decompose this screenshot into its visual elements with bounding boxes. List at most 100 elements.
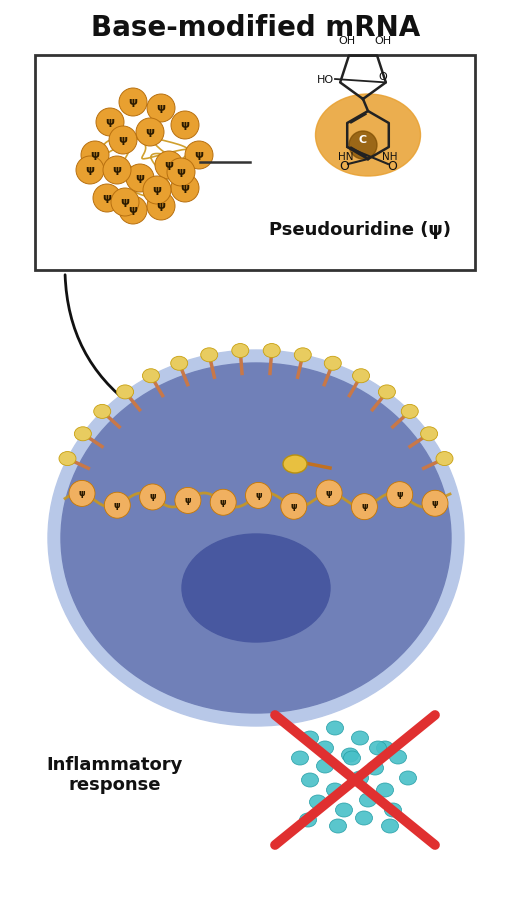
Ellipse shape	[294, 348, 311, 362]
Ellipse shape	[315, 94, 420, 176]
Ellipse shape	[385, 803, 401, 817]
Ellipse shape	[359, 793, 376, 807]
Ellipse shape	[94, 405, 111, 418]
Circle shape	[422, 491, 448, 516]
Ellipse shape	[376, 783, 394, 797]
Text: ψ: ψ	[432, 499, 438, 508]
Ellipse shape	[170, 357, 188, 370]
Ellipse shape	[316, 759, 333, 773]
Circle shape	[81, 141, 109, 169]
Circle shape	[316, 480, 342, 506]
Text: NH: NH	[382, 152, 398, 162]
Text: Base-modified mRNA: Base-modified mRNA	[91, 14, 421, 42]
Circle shape	[103, 156, 131, 184]
Circle shape	[147, 94, 175, 122]
Text: ψ: ψ	[181, 120, 189, 130]
Ellipse shape	[327, 783, 344, 797]
Text: Pseudouridine (ψ): Pseudouridine (ψ)	[269, 221, 451, 239]
Ellipse shape	[61, 363, 451, 713]
Circle shape	[93, 184, 121, 212]
Text: ψ: ψ	[91, 150, 99, 160]
Ellipse shape	[201, 348, 218, 362]
Ellipse shape	[401, 405, 418, 418]
Ellipse shape	[283, 455, 307, 473]
Circle shape	[155, 151, 183, 179]
Ellipse shape	[390, 750, 407, 764]
Circle shape	[175, 488, 201, 513]
Ellipse shape	[436, 452, 453, 465]
Circle shape	[387, 481, 413, 508]
Text: ψ: ψ	[102, 193, 112, 203]
Text: ψ: ψ	[290, 501, 297, 510]
Text: ψ: ψ	[150, 492, 156, 501]
Circle shape	[147, 192, 175, 220]
Ellipse shape	[59, 452, 76, 465]
Text: ψ: ψ	[157, 103, 165, 113]
Text: ψ: ψ	[120, 197, 130, 207]
Circle shape	[143, 176, 171, 204]
Text: ψ: ψ	[153, 185, 161, 195]
Text: O: O	[387, 160, 397, 174]
Ellipse shape	[309, 795, 327, 809]
Ellipse shape	[330, 819, 347, 833]
Text: ψ: ψ	[145, 127, 155, 137]
Ellipse shape	[370, 741, 387, 755]
Ellipse shape	[302, 731, 318, 745]
Ellipse shape	[263, 344, 280, 357]
Ellipse shape	[74, 427, 91, 441]
Ellipse shape	[117, 385, 134, 399]
Ellipse shape	[353, 368, 370, 383]
Ellipse shape	[291, 751, 309, 765]
Ellipse shape	[367, 761, 383, 775]
Text: OH: OH	[338, 36, 355, 46]
Ellipse shape	[352, 731, 369, 745]
Text: ψ: ψ	[105, 117, 115, 127]
Ellipse shape	[342, 748, 358, 762]
Ellipse shape	[352, 771, 369, 785]
Circle shape	[210, 490, 236, 515]
Text: ψ: ψ	[157, 201, 165, 211]
Text: ψ: ψ	[195, 150, 203, 160]
Text: ψ: ψ	[129, 97, 138, 107]
Text: ψ: ψ	[79, 489, 86, 498]
Circle shape	[136, 118, 164, 146]
Circle shape	[104, 492, 130, 519]
Circle shape	[119, 88, 147, 116]
Text: ψ: ψ	[113, 165, 121, 175]
Ellipse shape	[381, 819, 398, 833]
Ellipse shape	[302, 773, 318, 787]
Circle shape	[96, 108, 124, 136]
Text: ψ: ψ	[136, 173, 144, 183]
Circle shape	[171, 174, 199, 202]
Circle shape	[185, 141, 213, 169]
Text: OH: OH	[374, 36, 392, 46]
Text: ψ: ψ	[185, 496, 191, 505]
Ellipse shape	[300, 813, 316, 827]
Circle shape	[69, 481, 95, 507]
Circle shape	[76, 156, 104, 184]
Text: ψ: ψ	[255, 491, 262, 500]
Text: Inflammatory
response: Inflammatory response	[47, 756, 183, 795]
Circle shape	[119, 196, 147, 224]
Ellipse shape	[344, 751, 360, 765]
Text: HN: HN	[338, 152, 354, 162]
Text: ψ: ψ	[326, 489, 332, 498]
Circle shape	[171, 111, 199, 139]
Ellipse shape	[182, 534, 330, 642]
Circle shape	[140, 484, 165, 510]
Circle shape	[126, 164, 154, 192]
Text: ψ: ψ	[181, 183, 189, 193]
Circle shape	[281, 493, 307, 519]
Ellipse shape	[142, 368, 159, 383]
Text: ψ: ψ	[164, 160, 174, 170]
Text: ψ: ψ	[86, 165, 95, 175]
Ellipse shape	[316, 741, 333, 755]
Circle shape	[111, 188, 139, 216]
Text: ψ: ψ	[220, 498, 226, 507]
Ellipse shape	[355, 811, 373, 825]
Text: C: C	[359, 135, 367, 145]
Ellipse shape	[327, 721, 344, 735]
Text: ψ: ψ	[118, 135, 127, 145]
Text: O: O	[339, 160, 349, 174]
Ellipse shape	[324, 357, 342, 370]
